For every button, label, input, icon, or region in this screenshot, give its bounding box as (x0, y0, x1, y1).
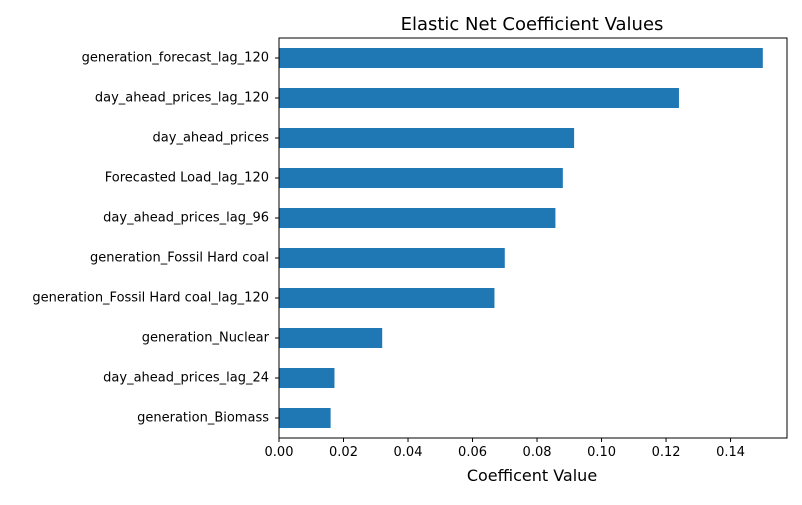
x-tick-label: 0.06 (458, 445, 487, 460)
y-tick-label: generation_Fossil Hard coal_lag_120 (32, 291, 269, 306)
x-axis-label: Coefficent Value (467, 466, 597, 485)
x-tick-label: 0.12 (652, 445, 681, 460)
bar (279, 48, 763, 68)
bar (279, 88, 679, 108)
chart-title: Elastic Net Coefficient Values (401, 14, 664, 35)
bar (279, 368, 335, 388)
x-tick-label: 0.02 (329, 445, 358, 460)
y-tick-label: day_ahead_prices (153, 131, 270, 146)
bar (279, 248, 505, 268)
y-tick-label: generation_forecast_lag_120 (82, 51, 269, 66)
x-tick-label: 0.04 (394, 445, 423, 460)
bars-group (279, 48, 763, 428)
plot-frame (278, 37, 788, 439)
bar (279, 208, 556, 228)
bar (279, 288, 495, 308)
x-axis-ticks: 0.00 0.02 0.04 0.06 0.08 0.10 0.12 0.14 (265, 438, 745, 460)
axes-frame (278, 37, 788, 439)
bar (279, 168, 563, 188)
y-tick-label: day_ahead_prices_lag_24 (103, 371, 269, 386)
x-tick-label: 0.14 (716, 445, 745, 460)
y-tick-label: generation_Nuclear (142, 331, 270, 346)
bar (279, 328, 383, 348)
y-tick-label: generation_Biomass (137, 411, 269, 426)
x-tick-label: 0.00 (265, 445, 294, 460)
y-tick-label: day_ahead_prices_lag_120 (95, 91, 269, 106)
x-tick-label: 0.08 (523, 445, 552, 460)
bar (279, 408, 331, 428)
y-tick-label: generation_Fossil Hard coal (90, 251, 269, 266)
y-axis-ticks: generation_forecast_lag_120 day_ahead_pri… (32, 51, 279, 426)
x-tick-label: 0.10 (587, 445, 616, 460)
y-tick-label: Forecasted Load_lag_120 (105, 171, 269, 186)
y-tick-label: day_ahead_prices_lag_96 (103, 211, 269, 226)
bar (279, 128, 575, 148)
